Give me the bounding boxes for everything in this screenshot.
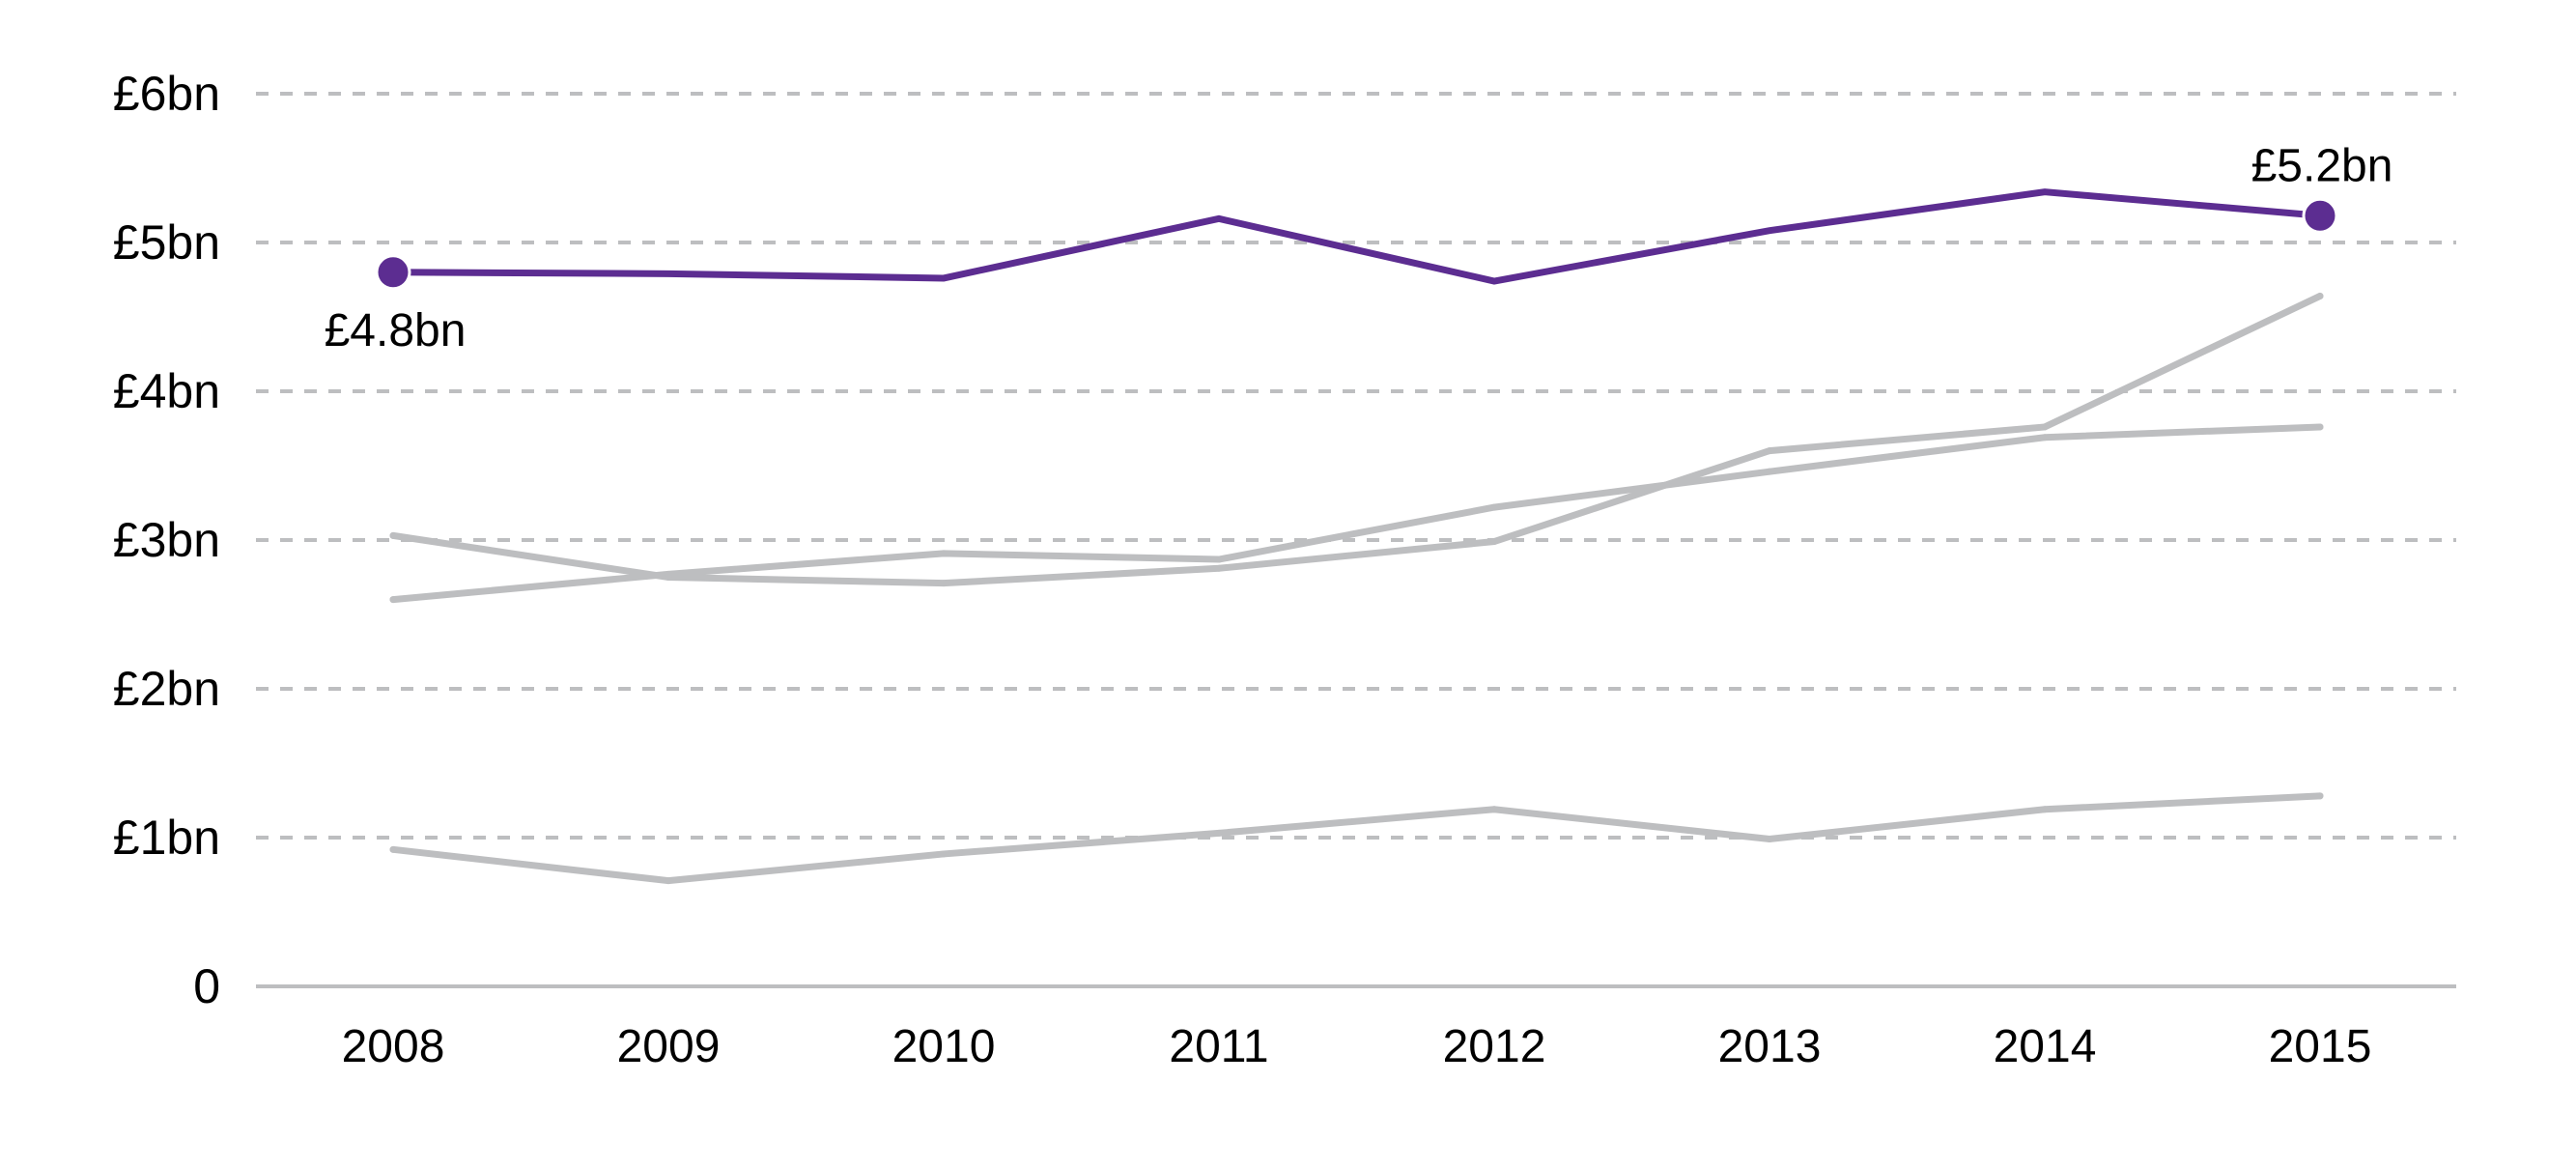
grey-series-2-point — [940, 550, 948, 557]
x-axis-labels: 2008 2009 2010 2011 2012 2013 2014 2015 — [342, 1021, 2372, 1072]
grey-series-2-point — [2316, 423, 2324, 431]
grey-series-3-point — [2041, 806, 2049, 813]
grey-series-3-point — [1490, 806, 1498, 813]
y-axis-labels: 0 £1bn £2bn £3bn £4bn £5bn £6bn — [113, 67, 220, 1013]
grey-series-3-line — [389, 792, 2324, 885]
gridlines — [256, 92, 2456, 988]
data-label: £5.2bn — [2251, 140, 2393, 191]
grey-series-3-point — [665, 877, 672, 885]
grey-series-1-point — [940, 580, 948, 587]
grey-series-1-point — [2316, 292, 2324, 299]
data-label: £4.8bn — [325, 305, 467, 356]
grey-series-1-point — [1215, 564, 1223, 572]
highlighted-series-line — [389, 188, 2324, 285]
grey-series-2-point — [1215, 556, 1223, 563]
grey-series-1-line — [389, 292, 2324, 587]
y-tick-label: £6bn — [113, 67, 220, 121]
data-annotations: £4.8bn £5.2bn — [325, 140, 2393, 356]
highlight-marker-dot — [375, 254, 411, 291]
y-tick-label: £4bn — [113, 364, 220, 418]
x-tick-label: 2008 — [342, 1021, 445, 1072]
x-tick-label: 2009 — [617, 1021, 721, 1072]
x-tick-label: 2012 — [1443, 1021, 1546, 1072]
x-tick-label: 2010 — [892, 1021, 996, 1072]
grey-series-3-point — [389, 845, 397, 853]
x-tick-label: 2015 — [2269, 1021, 2372, 1072]
highlight-marker-dot — [2302, 197, 2338, 234]
grey-series-1-point — [389, 531, 397, 539]
grey-series-3-point — [1766, 836, 1773, 843]
grey-series-2-point — [1490, 503, 1498, 511]
grey-series-2-point — [665, 570, 672, 578]
x-tick-label: 2013 — [1718, 1021, 1822, 1072]
grey-series-2-point — [2041, 434, 2049, 442]
series-markers — [375, 197, 2338, 885]
grey-series-1-point — [1490, 538, 1498, 546]
y-tick-label: £2bn — [113, 662, 220, 716]
y-tick-label: £5bn — [113, 215, 220, 270]
grey-series-2-line — [389, 423, 2324, 604]
y-tick-label: 0 — [193, 959, 220, 1013]
grey-series-3-point — [2316, 792, 2324, 800]
grey-series-2-point — [1766, 468, 1773, 475]
x-tick-label: 2014 — [1994, 1021, 2097, 1072]
grey-series-1-point — [1766, 447, 1773, 455]
x-tick-label: 2011 — [1169, 1021, 1268, 1072]
grey-series-2-point — [389, 596, 397, 604]
y-tick-label: £3bn — [113, 513, 220, 567]
grey-series-1-point — [2041, 423, 2049, 431]
grey-series-3-point — [940, 850, 948, 858]
y-tick-label: £1bn — [113, 811, 220, 865]
grey-series-3-point — [1215, 829, 1223, 837]
series-lines — [389, 188, 2324, 885]
